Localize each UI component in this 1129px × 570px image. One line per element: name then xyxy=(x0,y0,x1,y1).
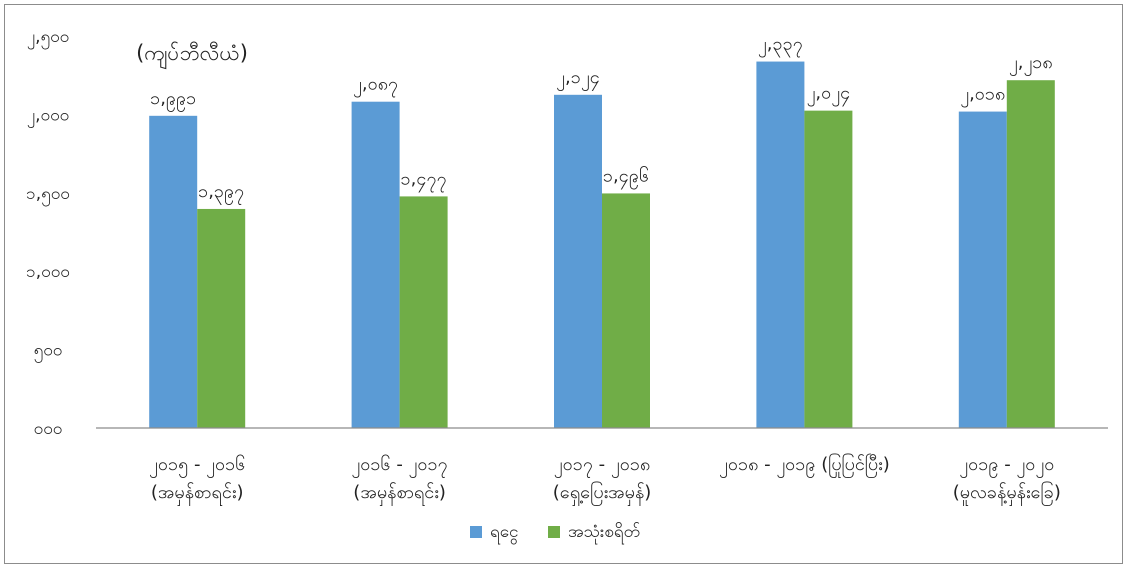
x-category-label: (အမှန်စာရင်း) xyxy=(151,482,244,506)
x-category-label: (အမှန်စာရင်း) xyxy=(353,482,446,506)
data-label: ၂,၁၂၄ xyxy=(556,67,600,91)
bar-expenditure xyxy=(1006,80,1055,429)
data-label: ၂,၂၁၈ xyxy=(1009,52,1053,76)
x-category-label: ၂၀၁၉ - ၂၀၂၀ xyxy=(959,454,1054,478)
data-label: ၂,၀၈၇ xyxy=(353,74,398,98)
y-tick-label: ၂,၅၀၀ xyxy=(27,27,69,50)
bar-expenditure xyxy=(804,110,853,428)
bar-expenditure xyxy=(197,208,246,428)
data-label: ၂,၀၂၄ xyxy=(807,83,851,107)
bar-expenditure xyxy=(399,196,448,428)
bar-revenue xyxy=(351,101,400,428)
data-label: ၂,၃၃၇ xyxy=(758,34,803,58)
x-category-label: ၂၀၁၈ - ၂၀၁၉ (ပြုပြင်ပြီး) xyxy=(719,453,890,478)
legend-swatch-expenditure xyxy=(548,526,560,538)
data-label: ၁,၄၇၇ xyxy=(400,168,446,192)
bar-expenditure xyxy=(602,193,650,428)
x-category-label: ၂၀၁၅ - ၂၀၁၆ xyxy=(149,454,245,478)
y-tick-label: ၁,၅၀၀ xyxy=(26,184,70,207)
y-tick-label: ၅၀၀ xyxy=(34,341,63,364)
data-label: ၁,၃၉၇ xyxy=(198,181,244,205)
data-label: ၁,၉၉၁ xyxy=(150,88,196,112)
unit-label: (ကျပ်ဘီလီယံ) xyxy=(136,40,248,70)
data-label: ၂,၀၁၈ xyxy=(960,84,1005,108)
y-tick-label: ၀၀၀ xyxy=(34,419,63,439)
bar-revenue xyxy=(554,94,602,429)
bar-revenue xyxy=(756,61,805,428)
y-tick-label: ၁,၀၀၀ xyxy=(26,262,70,282)
legend-label-expenditure: အသုံးစရိတ် xyxy=(568,522,640,545)
x-category-label: ၂၀၁၆ - ၂၀၁၇ xyxy=(351,454,447,478)
data-label: ၁,၄၉၆ xyxy=(603,165,649,189)
legend-label-revenue: ရငွေ xyxy=(490,522,518,545)
y-tick-label: ၂,၀၀၀ xyxy=(27,105,69,128)
x-category-label: (ရှေ့ပြေးအမှန်) xyxy=(553,481,652,506)
x-category-label: ၂၀၁၇ - ၂၀၁၈ xyxy=(554,454,651,478)
bar-revenue xyxy=(958,111,1007,428)
legend-swatch-revenue xyxy=(470,526,482,538)
bar-revenue xyxy=(149,115,198,428)
x-category-label: (မူလခန့်မှန်းခြေ) xyxy=(953,481,1061,506)
